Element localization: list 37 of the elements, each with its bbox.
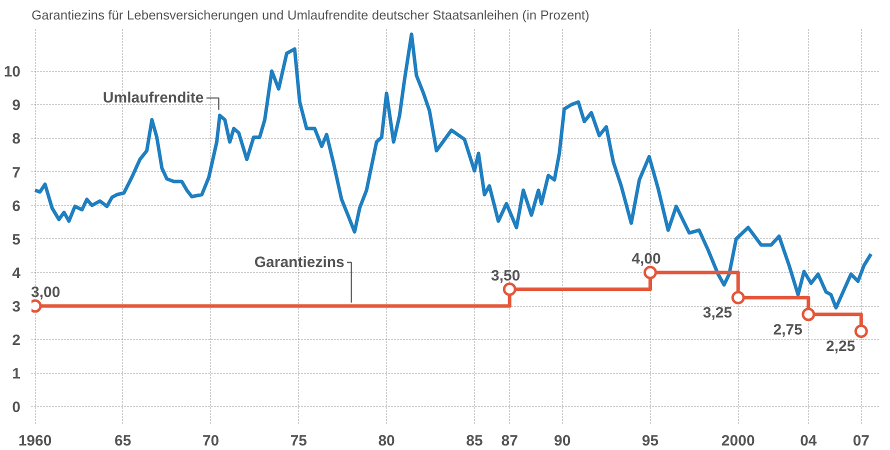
x-tick-label: 1960 [18,432,52,450]
y-tick-label: 4 [12,264,22,282]
x-tick-label: 2000 [721,432,755,450]
y-tick-label: 5 [12,231,20,248]
x-tick-label: 65 [114,432,132,450]
x-tick-label: 90 [554,432,571,450]
point [854,324,868,338]
text: Garantiezins [254,254,344,271]
chart-title: Garantiezins für Lebensversicherungen und Umlaufrendite deutscher Staatsanleihen (in Prozent) [32,8,590,22]
x-tick-label: 85 [466,432,483,450]
point [802,308,816,322]
point [731,290,745,304]
point [643,266,657,280]
data-label: 3,00 [31,284,60,302]
data-label: 2,25 [826,338,856,356]
x-tick-label: 70 [202,432,220,450]
y-tick-label: 9 [12,97,20,114]
y-tick-label: 10 [4,64,21,81]
x-tick-label: 87 [501,432,518,450]
point [502,282,516,296]
data-label: 2,75 [773,321,802,338]
data-label: 4,00 [632,250,661,268]
y-tick-label: 3 [12,298,20,316]
x-tick-label: 95 [642,432,659,450]
series-label: Umlaufrendite [102,89,204,106]
x-tick-label: 04 [800,432,818,450]
x-tick-label: 07 [852,432,870,450]
data-label: 3,25 [702,304,732,322]
y-tick-label: 0 [12,399,20,416]
y-tick-label: 2 [12,332,20,350]
x-tick-label: 75 [290,432,308,450]
x-tick-label: 80 [378,432,395,450]
data-label: 3,50 [491,267,520,284]
y-tick-label: 6 [12,198,20,215]
y-tick-label: 8 [12,130,20,148]
y-tick-label: 1 [12,366,20,383]
y-tick-label: 7 [12,164,20,182]
